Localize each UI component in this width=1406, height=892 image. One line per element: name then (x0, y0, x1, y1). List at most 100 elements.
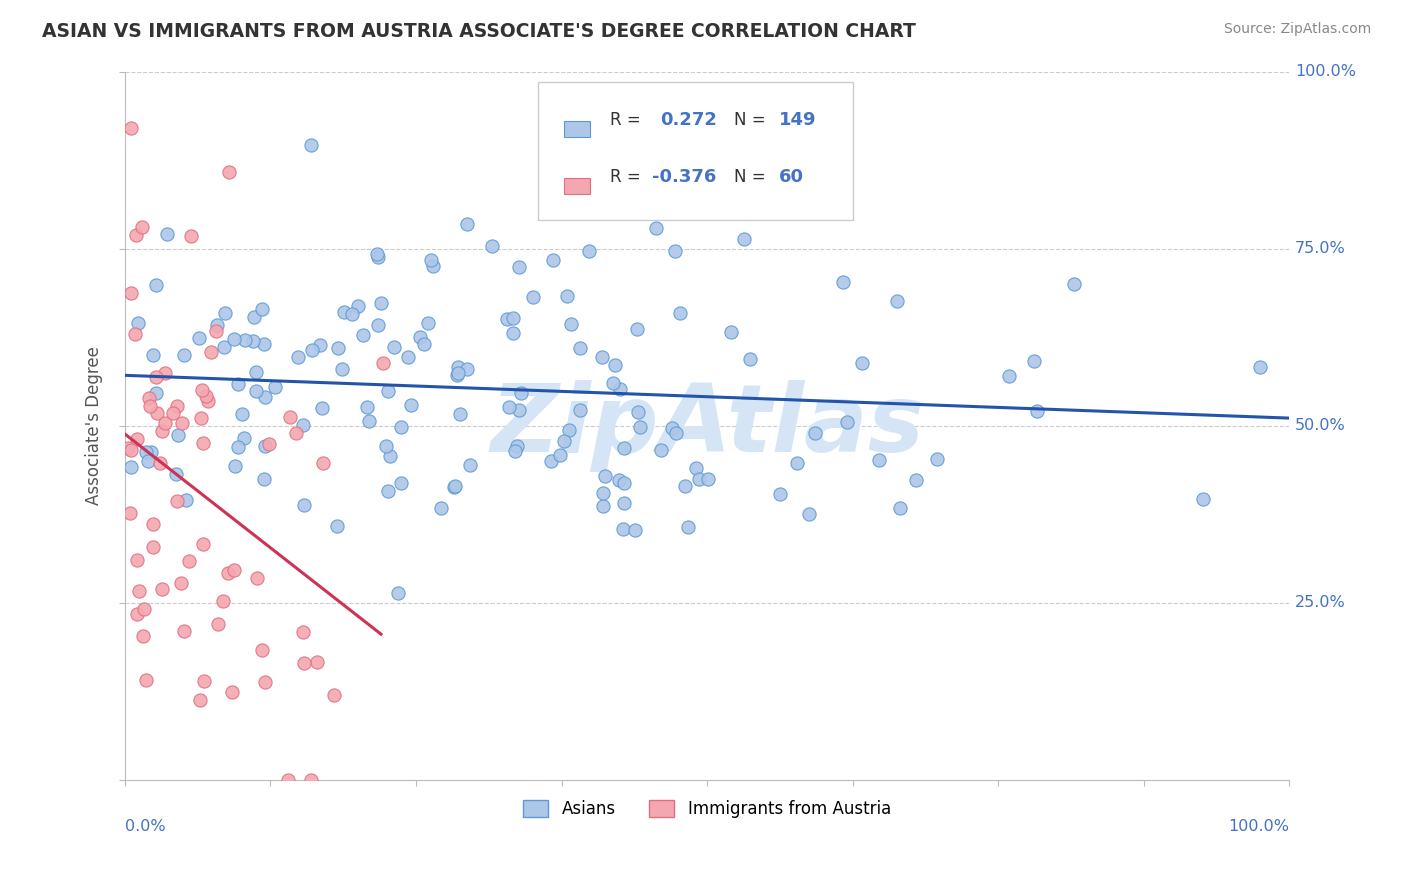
Point (245, 365, 267, 379)
Point (716, 180, 738, 194)
Text: 50.0%: 50.0% (1295, 418, 1346, 434)
Point (905, 473, 928, 487)
Text: ZipAtlas: ZipAtlas (491, 380, 924, 472)
Point (832, 275, 855, 289)
Point (150, 425, 173, 439)
Point (803, 425, 825, 440)
Point (173, 348, 195, 362)
Point (257, 437, 280, 451)
Point (357, 414, 380, 428)
Point (555, 289, 578, 303)
Point (134, 602, 156, 616)
Point (505, 444, 527, 458)
Point (568, 402, 591, 417)
Point (212, 594, 235, 608)
Point (569, 341, 592, 355)
Point (120, 506, 142, 520)
Point (664, 244, 686, 259)
Point (481, 239, 503, 253)
Point (607, 473, 630, 487)
Point (139, 445, 162, 459)
Legend: Asians, Immigrants from Austria: Asians, Immigrants from Austria (517, 793, 897, 824)
Point (246, 571, 269, 585)
Point (389, 475, 412, 490)
Point (155, 366, 177, 380)
Point (231, 407, 253, 421)
Point (696, 472, 718, 486)
Point (367, 318, 389, 332)
Point (177, 553, 200, 567)
Point (458, 458, 481, 472)
Point (419, 252, 441, 267)
Point (456, 362, 478, 376)
Point (191, 537, 214, 551)
Point (740, 352, 762, 367)
Point (333, 305, 356, 319)
Point (558, 423, 581, 437)
Point (191, 383, 214, 397)
Point (342, 307, 364, 321)
Point (769, 487, 792, 501)
Point (605, 359, 627, 373)
Point (553, 434, 575, 448)
Point (851, 356, 873, 370)
Point (190, 411, 212, 425)
Point (447, 367, 470, 381)
Point (352, 328, 374, 343)
Point (217, 566, 239, 580)
Point (166, 493, 188, 508)
Point (120, 443, 142, 458)
Point (280, 409, 302, 424)
Point (120, 460, 142, 475)
Point (312, 457, 335, 471)
Point (156, 227, 179, 241)
Point (665, 425, 688, 440)
Text: R =: R = (610, 112, 641, 129)
Point (254, 390, 277, 404)
Text: -0.376: -0.376 (652, 169, 717, 186)
Point (786, 456, 808, 470)
Point (253, 337, 276, 351)
Point (602, 376, 624, 391)
Point (243, 310, 266, 324)
Point (250, 302, 273, 317)
Point (127, 316, 149, 330)
Point (1063, 277, 1085, 292)
Bar (564, 120, 591, 137)
Point (142, 516, 165, 531)
Point (330, 362, 353, 376)
Point (292, 625, 315, 640)
Point (673, 479, 696, 493)
Point (138, 454, 160, 468)
Point (188, 331, 211, 345)
Point (284, 425, 307, 440)
Point (613, 476, 636, 491)
Point (868, 452, 890, 467)
Point (446, 368, 468, 382)
Point (145, 369, 167, 384)
FancyBboxPatch shape (538, 82, 852, 220)
Point (127, 432, 149, 446)
Point (685, 461, 707, 475)
Point (228, 440, 250, 454)
Point (131, 220, 153, 235)
Point (374, 439, 396, 453)
Point (125, 228, 148, 243)
Point (389, 419, 412, 434)
Point (612, 522, 634, 536)
Point (135, 673, 157, 688)
Point (626, 322, 648, 336)
Point (145, 277, 167, 292)
Point (277, 772, 299, 787)
Point (139, 399, 162, 413)
Text: 25.0%: 25.0% (1295, 595, 1346, 610)
Point (522, 290, 544, 304)
Point (127, 607, 149, 621)
Point (301, 343, 323, 357)
Point (124, 326, 146, 341)
Point (548, 448, 571, 462)
Point (214, 306, 236, 320)
Point (578, 244, 600, 258)
Point (613, 496, 636, 510)
Point (1024, 354, 1046, 368)
